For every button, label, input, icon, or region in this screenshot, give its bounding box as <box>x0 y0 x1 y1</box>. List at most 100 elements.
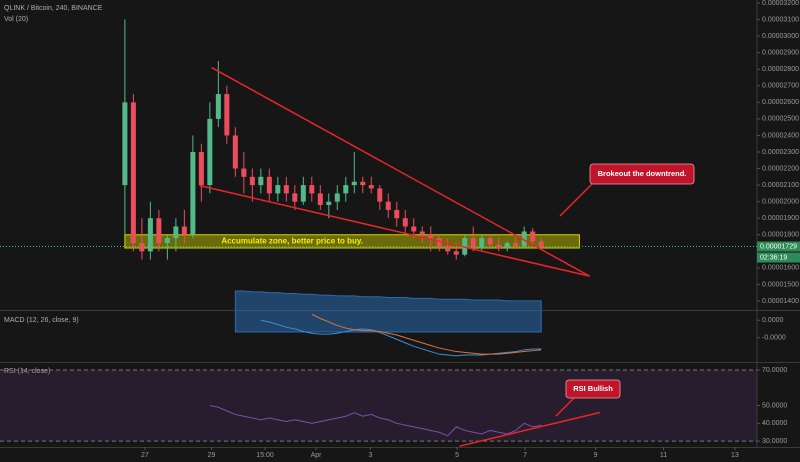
y-tick-label: 0.00002900 <box>762 50 799 57</box>
rsi-line <box>209 405 542 437</box>
macd-tick-label: 0.0000 <box>762 317 784 324</box>
trendline <box>199 184 590 277</box>
candle-body <box>530 231 536 242</box>
y-tick-label: 0.00002000 <box>762 199 799 206</box>
y-tick-label: 0.00002200 <box>762 165 799 172</box>
x-tick-label: 3 <box>368 452 372 459</box>
y-tick-label: 0.00002500 <box>762 116 799 123</box>
callout-text: RSI Bullish <box>573 384 613 393</box>
x-tick-label: 11 <box>660 452 667 459</box>
macd-label: MACD (12, 26, close, 9) <box>4 317 79 324</box>
y-tick-label: 0.00001800 <box>762 232 799 239</box>
candle-body <box>487 238 493 245</box>
y-tick-label: 0.00003000 <box>762 33 799 40</box>
candle-body <box>147 218 153 252</box>
candle-body <box>470 238 476 249</box>
x-tick-label: Apr <box>311 452 323 459</box>
candle-body <box>283 185 289 194</box>
candle-body <box>343 185 349 194</box>
candle-body <box>385 201 391 210</box>
candle-body <box>326 201 332 205</box>
countdown-box <box>757 252 800 263</box>
callout-text: Brokeout the downtrend. <box>598 169 687 178</box>
last-price-label: 0.00001729 <box>760 243 797 250</box>
rsi-band <box>0 369 757 442</box>
candle-body <box>479 238 485 249</box>
y-tick-label: 0.00001500 <box>762 281 799 288</box>
candle-body <box>232 135 238 169</box>
y-tick-label: 0.00003100 <box>762 16 799 23</box>
candle-body <box>462 238 468 255</box>
rsi-trendline <box>459 411 600 447</box>
candle-body <box>198 151 204 186</box>
candle-body <box>173 226 179 239</box>
x-tick-label: 7 <box>523 452 527 459</box>
y-tick-label: 0.00002800 <box>762 66 799 73</box>
candle-body <box>275 185 281 194</box>
candle-body <box>130 102 136 244</box>
callout-pointer <box>555 395 577 417</box>
trendline <box>211 66 590 277</box>
y-tick-label: 0.00002600 <box>762 99 799 106</box>
candle-body <box>317 193 323 205</box>
candle-body <box>300 185 306 202</box>
volume-label: Vol (20) <box>4 16 28 23</box>
candle-body <box>351 181 357 186</box>
y-tick-label: 0.00001900 <box>762 215 799 222</box>
x-tick-label: 5 <box>455 452 459 459</box>
x-tick-label: 29 <box>208 452 216 459</box>
candle-body <box>190 151 196 235</box>
candle-body <box>377 188 383 202</box>
candle-body <box>453 251 459 255</box>
rsi-tick-label: 40.0000 <box>762 420 787 427</box>
candle-body <box>521 231 527 247</box>
y-tick-label: 0.00001600 <box>762 265 799 272</box>
x-tick-label: 15:00 <box>256 452 274 459</box>
last-price-box <box>757 241 800 252</box>
candle-body <box>504 243 510 249</box>
candle-body <box>538 241 544 247</box>
callout-pointer <box>559 181 595 217</box>
rsi-label: RSI (14, close) <box>4 368 50 375</box>
candle-body <box>258 176 264 186</box>
y-tick-label: 0.00002700 <box>762 83 799 90</box>
candle-body <box>368 185 374 189</box>
candle-body <box>181 226 187 235</box>
zone-label: Accumulate zone, better price to buy. <box>221 237 363 246</box>
candle-body <box>513 243 519 247</box>
candle-body <box>402 218 408 227</box>
countdown: 02:36:19 <box>760 254 787 261</box>
candle-body <box>419 231 425 235</box>
x-tick-label: 13 <box>731 452 739 459</box>
candle-body <box>292 193 298 202</box>
candle-body <box>249 176 255 186</box>
rsi-tick-label: 70.0000 <box>762 367 787 374</box>
signal-line <box>311 313 542 355</box>
macd-tick-label: -0.0000 <box>762 334 786 341</box>
y-tick-label: 0.00002300 <box>762 149 799 156</box>
candle-body <box>428 234 434 239</box>
y-tick-label: 0.00002100 <box>762 182 799 189</box>
candle-body <box>241 168 247 177</box>
rsi-tick-label: 50.0000 <box>762 402 787 409</box>
candle-body <box>156 218 162 244</box>
x-tick-label: 27 <box>141 452 149 459</box>
y-tick-label: 0.00003200 <box>762 0 799 7</box>
candle-body <box>266 176 272 194</box>
candle-body <box>207 118 213 186</box>
candle-body <box>122 102 128 186</box>
candle-body <box>224 94 230 136</box>
candle-body <box>309 185 315 194</box>
candle-body <box>139 243 145 252</box>
rsi-tick-label: 30.0000 <box>762 438 787 445</box>
y-tick-label: 0.00002400 <box>762 132 799 139</box>
candle-body <box>411 226 417 232</box>
y-tick-label: 0.00001400 <box>762 298 799 305</box>
candle-body <box>445 246 451 252</box>
volume-ma-area <box>234 290 542 333</box>
callout-box <box>589 163 695 185</box>
candle-body <box>360 181 366 186</box>
x-tick-label: 9 <box>594 452 598 459</box>
candle-body <box>164 238 170 244</box>
callout-box <box>565 379 621 399</box>
